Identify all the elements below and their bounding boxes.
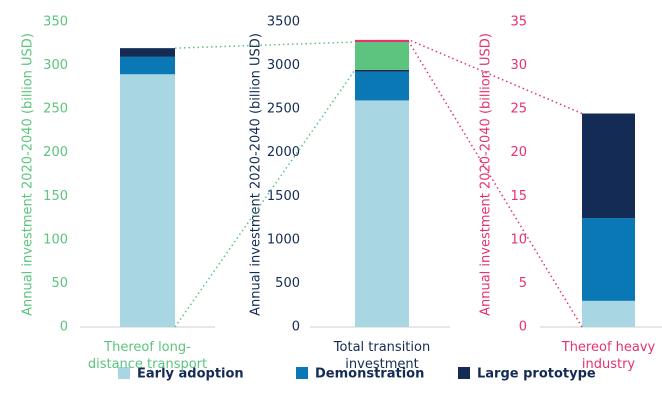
y-tick-label: 200 — [43, 145, 68, 160]
connector — [408, 41, 583, 328]
x-category-label: Total transition investment — [333, 340, 431, 372]
bar-segment — [120, 56, 175, 75]
y-tick-label: 500 — [275, 276, 300, 291]
y-tick-label: 50 — [51, 276, 68, 291]
bar-segment — [355, 100, 409, 327]
y-tick-label: 0 — [60, 320, 68, 335]
y-tick-label: 2000 — [267, 145, 300, 160]
y-tick-label: 150 — [43, 189, 68, 204]
y-tick-label: 2500 — [267, 102, 300, 117]
y-tick-label: 100 — [43, 232, 68, 247]
y-tick-label: 1000 — [267, 232, 300, 247]
y-tick-label: 30 — [510, 58, 527, 73]
y-axis-title: Annual investment 2020-2040 (billion USD… — [249, 33, 264, 316]
y-tick-label: 35 — [510, 15, 527, 30]
legend-swatch — [458, 367, 470, 379]
bar-segment — [582, 113, 635, 219]
bar-segment — [120, 74, 175, 328]
bar-segment — [582, 300, 635, 327]
y-tick-label: 15 — [510, 189, 527, 204]
bar-segment — [582, 218, 635, 301]
y-tick-label: 250 — [43, 102, 68, 117]
bar-segment — [355, 69, 409, 72]
connector — [174, 41, 356, 49]
y-tick-label: 3000 — [267, 58, 300, 73]
y-tick-label: 20 — [510, 145, 527, 160]
y-tick-label: 300 — [43, 58, 68, 73]
legend-swatch — [118, 367, 130, 379]
connector — [174, 69, 356, 328]
bar-segment — [355, 39, 409, 43]
y-tick-label: 5 — [519, 276, 527, 291]
y-tick-label: 0 — [519, 320, 527, 335]
legend-swatch — [296, 367, 308, 379]
y-tick-label: 1500 — [267, 189, 300, 204]
bar-segment — [120, 48, 175, 57]
bar-segment — [355, 42, 409, 70]
legend-label: Early adoption — [137, 367, 244, 382]
bar-segment — [355, 71, 409, 101]
y-tick-label: 25 — [510, 102, 527, 117]
y-axis-title: Annual investment 2020-2040 (billion USD… — [479, 33, 494, 316]
x-category-label: Thereof heavy industry — [561, 340, 656, 372]
connector — [408, 39, 583, 115]
y-tick-label: 3500 — [267, 15, 300, 30]
y-tick-label: 0 — [292, 320, 300, 335]
y-axis-title: Annual investment 2020-2040 (billion USD… — [21, 33, 36, 316]
y-tick-label: 10 — [510, 232, 527, 247]
legend-label: Large prototype — [477, 367, 596, 382]
x-category-label: Thereof long-distance transport — [87, 340, 208, 372]
legend-label: Demonstration — [315, 367, 424, 382]
y-tick-label: 350 — [43, 15, 68, 30]
